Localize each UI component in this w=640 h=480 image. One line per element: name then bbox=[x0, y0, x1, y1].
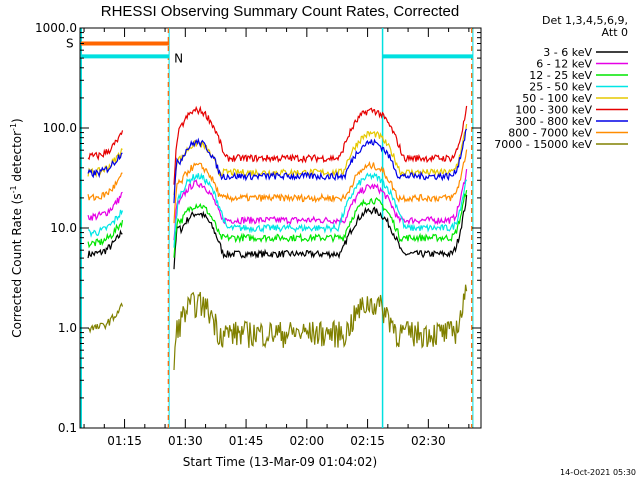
saa-flag-label: S bbox=[66, 36, 74, 50]
series-line-early bbox=[88, 209, 124, 238]
series-line-main bbox=[173, 149, 468, 224]
chart-title: RHESSI Observing Summary Count Rates, Co… bbox=[101, 3, 459, 20]
axis-layer: 1000.0 100.0 10.0 1.0 0.1 01:15 01:30 01:45 02:0… bbox=[35, 21, 481, 448]
footer-timestamp: 14-Oct-2021 05:30 bbox=[560, 468, 636, 477]
series-line-main bbox=[173, 128, 468, 204]
series-layer: SN bbox=[66, 28, 474, 428]
legend-label: 6 - 12 keV bbox=[536, 58, 592, 71]
legend-header: Att 0 bbox=[602, 26, 628, 39]
series-line-early bbox=[87, 130, 124, 161]
legend-label: 300 - 800 keV bbox=[515, 115, 592, 128]
x-tick-label: 01:15 bbox=[107, 434, 142, 448]
y-tick-label: 100.0 bbox=[43, 121, 77, 135]
x-tick-label: 01:45 bbox=[229, 434, 264, 448]
legend-label: 25 - 50 keV bbox=[529, 81, 592, 94]
x-tick-label: 02:15 bbox=[350, 434, 385, 448]
series-line-main bbox=[173, 189, 468, 258]
legend-label: 50 - 100 keV bbox=[522, 92, 592, 105]
night-flag-label: N bbox=[174, 51, 183, 65]
x-tick-label: 01:30 bbox=[168, 434, 203, 448]
x-tick-label: 02:00 bbox=[290, 434, 325, 448]
y-tick-label: 10.0 bbox=[50, 221, 77, 235]
y-axis-label-mid: detector bbox=[10, 131, 24, 186]
series-line-main bbox=[173, 284, 468, 371]
y-axis-label-sup2: -1 bbox=[9, 123, 18, 131]
y-axis-label: Corrected Count Rate (s-1 detector-1) bbox=[9, 118, 24, 337]
y-tick-label: 1.0 bbox=[58, 321, 77, 335]
x-tick-label: 02:30 bbox=[411, 434, 446, 448]
y-tick-label: 1000.0 bbox=[35, 21, 77, 35]
y-axis-label-end: ) bbox=[10, 118, 24, 123]
y-axis-label-sup1: -1 bbox=[9, 185, 18, 193]
series-line-early bbox=[87, 172, 123, 202]
legend-label: 800 - 7000 keV bbox=[508, 127, 592, 140]
legend-header: Det 1,3,4,5,6,9, bbox=[542, 14, 628, 27]
legend-label: 3 - 6 keV bbox=[543, 46, 592, 59]
x-axis-label: Start Time (13-Mar-09 01:04:02) bbox=[183, 455, 377, 469]
legend-label: 100 - 300 keV bbox=[515, 104, 592, 117]
y-axis-label-main: Corrected Count Rate (s bbox=[10, 193, 24, 337]
series-line-early bbox=[87, 229, 123, 259]
series-line-main bbox=[173, 172, 468, 248]
legend-label: 12 - 25 keV bbox=[529, 69, 592, 82]
legend-label: 7000 - 15000 keV bbox=[494, 138, 592, 151]
series-line-early bbox=[87, 191, 123, 221]
series-line-early bbox=[87, 302, 124, 334]
series-line-early bbox=[87, 152, 123, 179]
series-line-main bbox=[173, 194, 468, 270]
series-line-early bbox=[87, 219, 124, 249]
y-tick-label: 0.1 bbox=[58, 421, 77, 435]
series-line-main bbox=[173, 105, 468, 185]
